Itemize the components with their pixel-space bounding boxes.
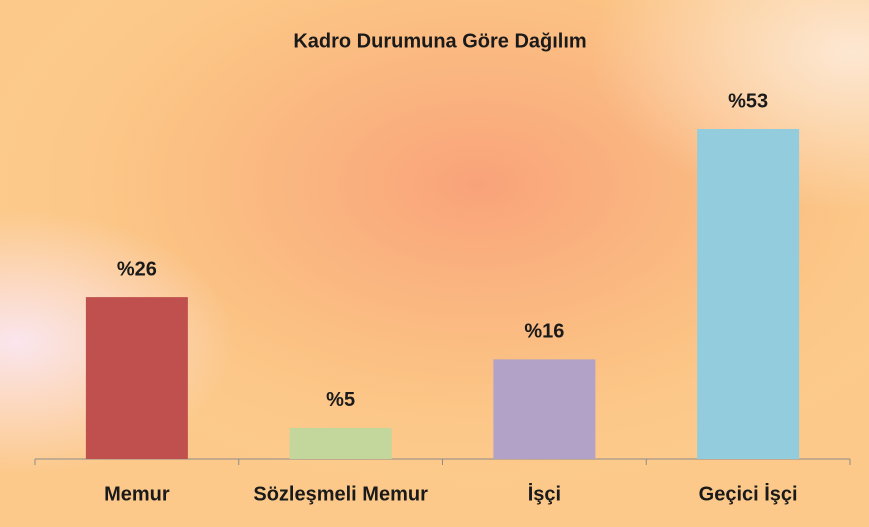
data-label: %5 bbox=[326, 389, 355, 411]
x-tick-label: Geçici İşçi bbox=[699, 482, 798, 505]
x-tick-label: İşçi bbox=[528, 482, 561, 505]
bar bbox=[493, 359, 596, 459]
chart-title: Kadro Durumuna Göre Dağılım bbox=[293, 30, 586, 52]
x-tick-label: Memur bbox=[104, 483, 170, 505]
bar bbox=[697, 129, 800, 459]
x-tick-label: Sözleşmeli Memur bbox=[253, 483, 428, 505]
data-label: %16 bbox=[524, 321, 564, 343]
data-label: %26 bbox=[117, 258, 157, 280]
bar bbox=[289, 427, 392, 459]
bar bbox=[85, 297, 188, 459]
data-label: %53 bbox=[728, 90, 768, 112]
